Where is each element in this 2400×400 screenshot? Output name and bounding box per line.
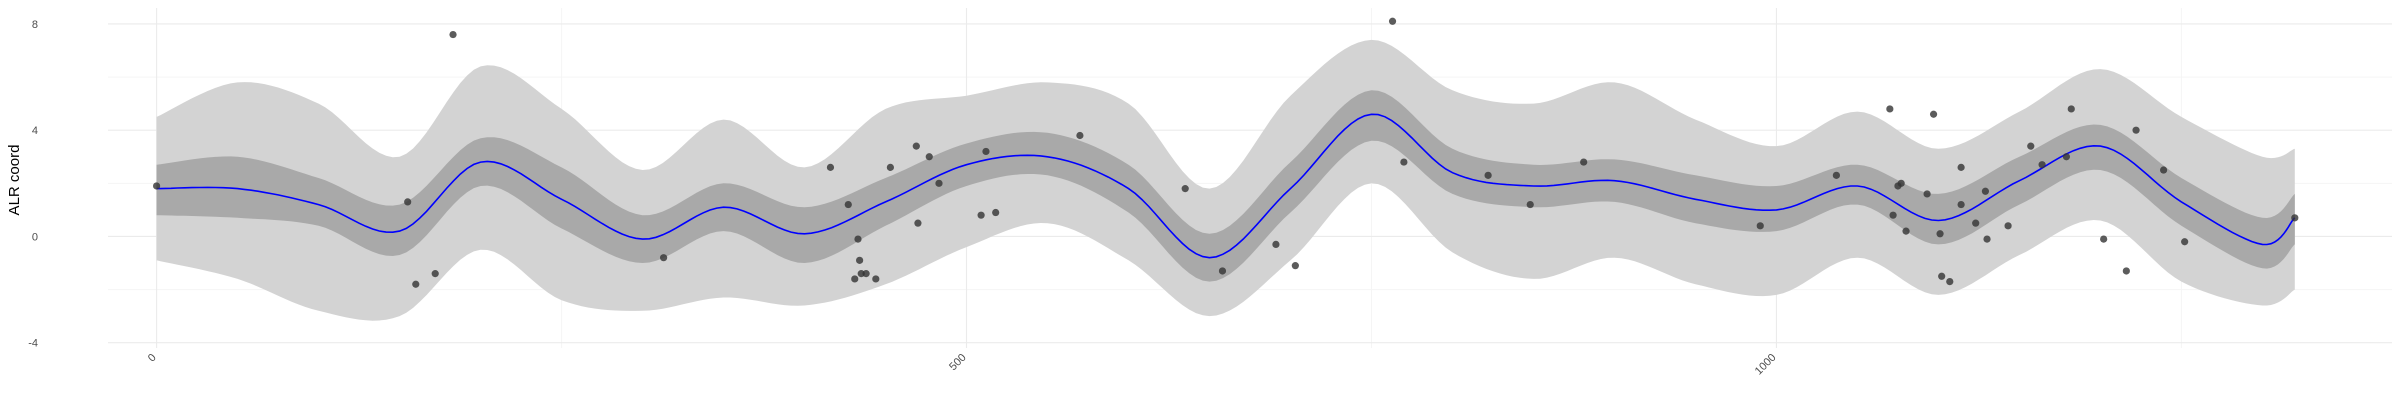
- data-point: [660, 254, 668, 262]
- inner-confidence-band: [156, 90, 2295, 282]
- data-point: [404, 198, 412, 206]
- data-point: [1756, 222, 1764, 230]
- data-point: [2291, 214, 2299, 222]
- data-point: [152, 182, 161, 190]
- data-point: [1181, 185, 1189, 193]
- data-point: [2100, 235, 2108, 243]
- data-point: [914, 219, 922, 227]
- data-point: [1388, 17, 1397, 25]
- data-point: [925, 153, 933, 161]
- data-point: [1218, 267, 1227, 275]
- data-point: [1272, 240, 1280, 249]
- data-point: [862, 270, 870, 278]
- data-point: [1526, 200, 1534, 209]
- data-point: [1580, 158, 1588, 166]
- data-point: [1889, 211, 1897, 219]
- y-tick-label: 4: [32, 125, 38, 137]
- data-point: [2181, 238, 2189, 246]
- data-point: [2062, 153, 2071, 161]
- data-point: [826, 163, 835, 171]
- data-point: [2004, 222, 2012, 230]
- y-tick-label: 0: [32, 231, 38, 243]
- data-point: [2122, 267, 2130, 275]
- data-point: [1484, 171, 1492, 179]
- x-tick-label: 0: [146, 352, 159, 365]
- data-point: [2038, 161, 2046, 169]
- data-point: [1897, 179, 1905, 187]
- data-point: [1923, 190, 1931, 198]
- data-point: [1981, 187, 1990, 195]
- x-tick-label: 1000: [1753, 352, 1779, 378]
- data-point: [992, 208, 1000, 217]
- data-point: [912, 142, 920, 150]
- data-point: [872, 275, 880, 283]
- data-point: [2067, 105, 2075, 113]
- mean-line: [156, 113, 2296, 259]
- data-point: [1902, 227, 1910, 235]
- data-point: [854, 235, 862, 243]
- data-point: [1832, 171, 1840, 179]
- data-point: [977, 211, 985, 219]
- data-point: [1957, 163, 1965, 171]
- data-point: [431, 270, 439, 278]
- y-tick-label: -4: [28, 338, 38, 350]
- data-point: [935, 179, 943, 187]
- data-point: [1957, 200, 1965, 209]
- data-point: [1291, 262, 1299, 270]
- outer-confidence-band: [156, 39, 2295, 321]
- data-point: [856, 256, 864, 264]
- data-point: [982, 147, 990, 156]
- x-axis-ticks: 0 500 1000: [146, 352, 1779, 378]
- y-axis-ticks: -4 0 4 8: [28, 19, 38, 350]
- data-point: [1929, 110, 1938, 118]
- x-tick-label: 500: [947, 352, 968, 373]
- observed-points: [152, 17, 2299, 288]
- data-point: [1983, 235, 1991, 243]
- y-axis-title: ALR coord: [6, 145, 23, 216]
- data-point: [2027, 142, 2035, 150]
- data-point: [1946, 277, 1954, 286]
- data-point: [886, 163, 894, 171]
- data-point: [1936, 230, 1944, 238]
- data-point: [1886, 105, 1894, 113]
- data-point: [844, 200, 852, 209]
- data-point: [1972, 219, 1980, 227]
- data-point: [412, 280, 420, 288]
- data-point: [851, 275, 859, 283]
- data-point: [2132, 126, 2140, 134]
- data-point: [1400, 158, 1408, 166]
- data-point: [449, 30, 457, 39]
- data-point: [2160, 166, 2168, 174]
- y-tick-label: 8: [32, 19, 38, 31]
- data-point: [1938, 272, 1946, 280]
- data-point: [1076, 131, 1084, 140]
